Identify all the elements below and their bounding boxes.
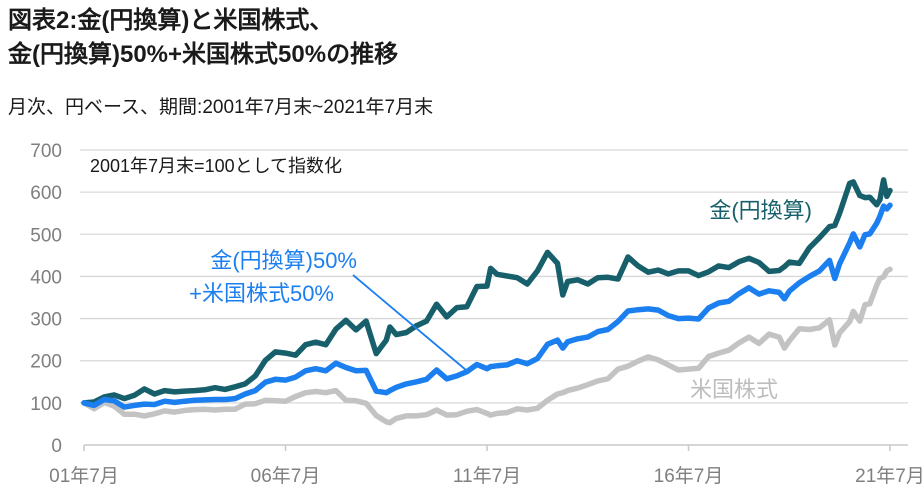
gridlines: [80, 149, 908, 404]
y-axis-labels: 0 100 200 300 400 500 600 700: [30, 141, 62, 457]
series-gold-line: [81, 177, 893, 406]
chart-title-line1: 図表2:金(円換算)と米国株式、: [8, 7, 334, 34]
x-tick-label: 16年7月: [654, 465, 724, 487]
x-tick-label: 06年7月: [251, 465, 321, 487]
index-note: 2001年7月末=100として指数化: [90, 156, 342, 176]
series-label-gold: 金(円換算): [709, 198, 812, 223]
series-us-stocks-line: [81, 266, 893, 426]
y-tick-label: 500: [30, 225, 62, 246]
mix-label-callout-line: [352, 274, 467, 371]
y-tick-label: 200: [30, 352, 62, 373]
y-tick-label: 300: [30, 310, 62, 331]
x-axis-labels: 01年7月 06年7月 11年7月 16年7月 21年7月: [49, 465, 923, 487]
y-tick-label: 0: [51, 436, 62, 457]
y-tick-label: 100: [30, 394, 62, 415]
chart-title: 図表2:金(円換算)と米国株式、 金(円換算)50%+米国株式50%の推移: [8, 4, 398, 72]
chart-subtitle: 月次、円ベース、期間:2001年7月末~2021年7月末: [8, 97, 434, 118]
chart-title-line2: 金(円換算)50%+米国株式50%の推移: [8, 41, 399, 69]
y-tick-label: 700: [30, 141, 62, 162]
y-tick-label: 600: [30, 183, 62, 204]
x-tick-label: 11年7月: [453, 465, 521, 487]
series-label-mix-line1: 金(円換算)50%: [210, 248, 357, 273]
series-label-us-stocks: 米国株式: [690, 377, 778, 402]
y-tick-label: 400: [30, 267, 62, 288]
series-mix-line: [81, 202, 893, 410]
series-label-mix-line2: +米国株式50%: [189, 281, 334, 306]
x-tick-label: 01年7月: [49, 465, 119, 487]
x-axis: [83, 444, 908, 451]
x-tick-label: 21年7月: [855, 465, 923, 487]
